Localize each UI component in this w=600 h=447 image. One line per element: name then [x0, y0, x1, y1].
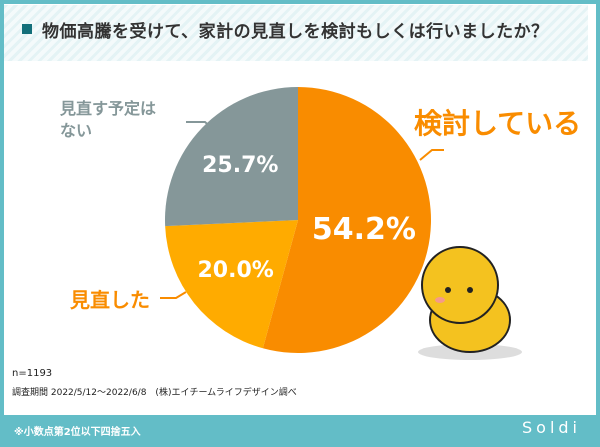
value-label-1: 20.0% [198, 258, 274, 283]
pie-slice-1 [165, 220, 298, 349]
value-label-0: 54.2% [312, 212, 416, 247]
soldi-logo: Soldi [522, 418, 581, 437]
pie-slice-0 [262, 87, 431, 353]
category-label-0: 検討している [414, 107, 582, 140]
title-bar [4, 5, 588, 61]
pie-slice-2 [165, 87, 298, 227]
category-label-2: 見直す予定はない [60, 99, 157, 140]
sample-size: n=1193 [12, 368, 53, 379]
mascot-cheek [435, 297, 445, 303]
leader-line-1 [160, 291, 187, 299]
mascot-eye-right [467, 287, 473, 293]
chart-title: 物価高騰を受けて、家計の見直しを検討もしくは行いましたか？ [42, 22, 549, 42]
mascot-eye-left [445, 287, 451, 293]
leader-line-0 [419, 149, 444, 161]
survey-period: 調査期間 2022/5/12〜2022/6/8 (株)エイチームライフデザイン調… [12, 388, 297, 398]
leader-line-2 [186, 121, 215, 131]
title-marker [22, 24, 32, 34]
rounding-note: ※小数点第2位以下四捨五入 [14, 427, 141, 438]
value-label-2: 25.7% [202, 153, 278, 178]
category-label-1: 見直した [70, 288, 150, 312]
mascot-head [421, 246, 499, 324]
